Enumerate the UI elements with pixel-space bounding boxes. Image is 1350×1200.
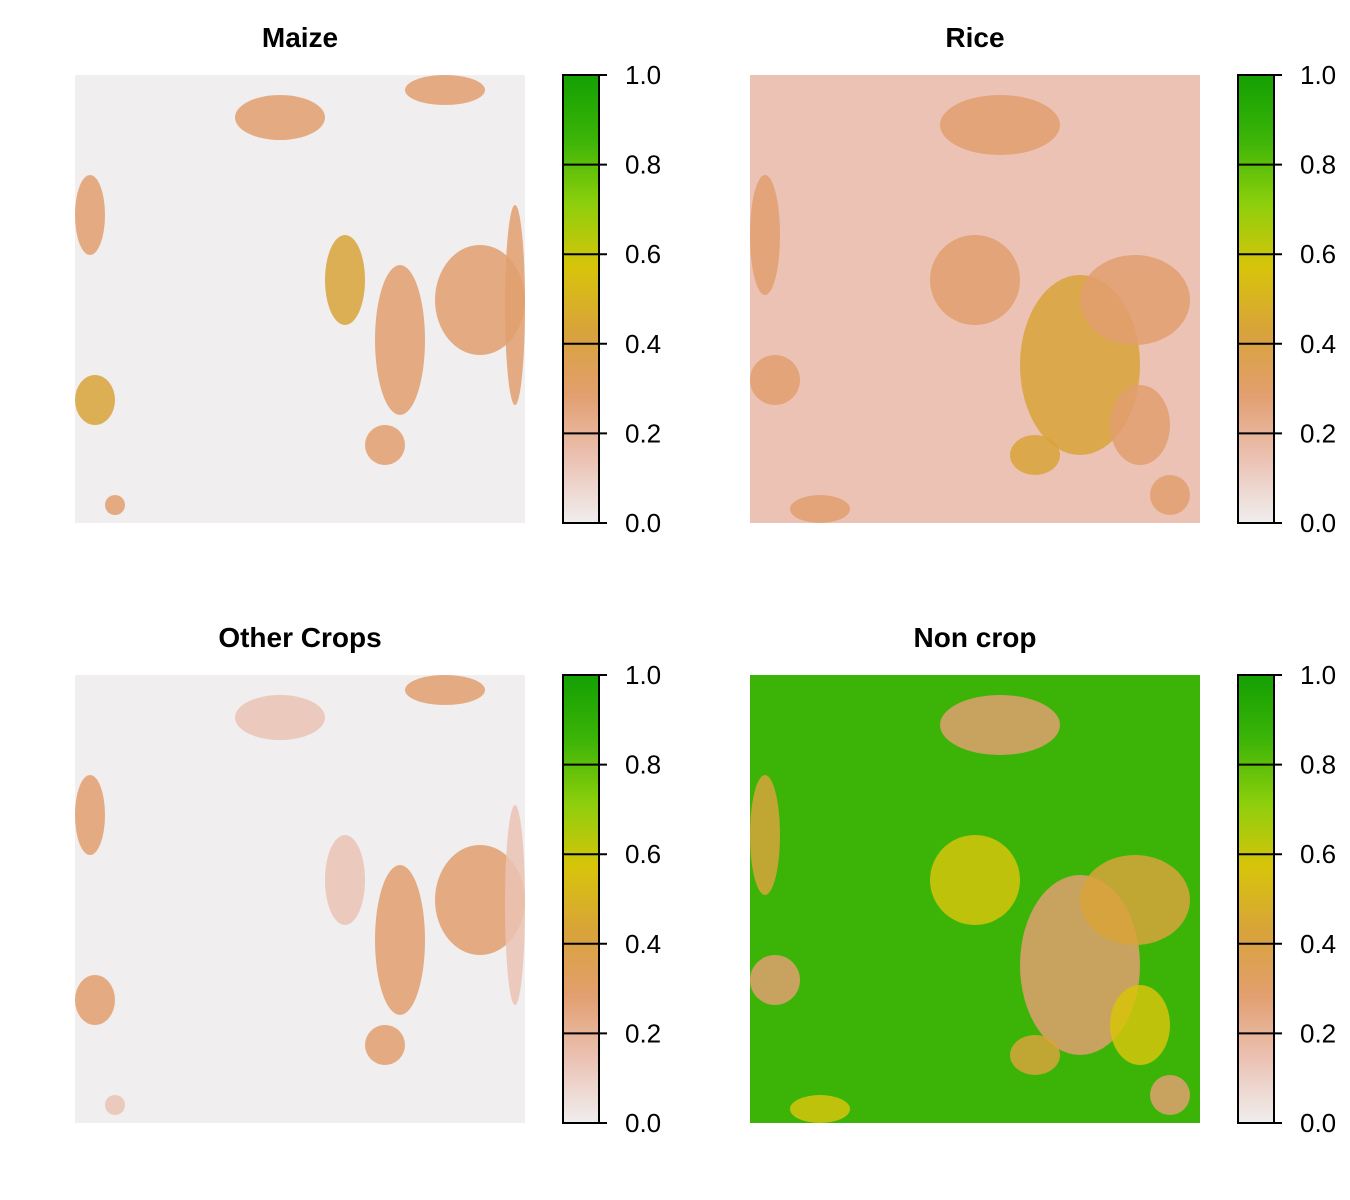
legend-color-bar — [1237, 74, 1275, 524]
legend-svg: 0.0 0.2 0.4 0.6 0.8 1.0 — [562, 60, 661, 538]
raster-patch — [375, 265, 425, 415]
raster-patch — [790, 495, 850, 523]
raster-map-other-crops — [75, 675, 525, 1123]
legend-tick-label: 0.2 — [1300, 418, 1336, 448]
raster-patch — [930, 835, 1020, 925]
legend-tick-label: 0.8 — [625, 750, 661, 780]
raster-patch — [1150, 475, 1190, 515]
legend-tick-label: 0.0 — [1300, 508, 1336, 538]
raster-patch — [750, 355, 800, 405]
color-legend-maize: 0.0 0.2 0.4 0.6 0.8 1.0 — [562, 60, 661, 538]
raster-patch — [75, 175, 105, 255]
legend-tick-label: 1.0 — [625, 660, 661, 690]
legend-tick-label: 0.4 — [625, 929, 661, 959]
legend-color-bar — [562, 74, 600, 524]
legend-color-bar — [562, 674, 600, 1124]
legend-tick-label: 0.6 — [625, 839, 661, 869]
raster-patch — [105, 495, 125, 515]
raster-patch — [75, 775, 105, 855]
legend-tick-label: 0.8 — [625, 150, 661, 180]
raster-patch — [940, 695, 1060, 755]
raster-patch — [365, 425, 405, 465]
raster-patch — [325, 835, 365, 925]
panel-title: Non crop — [913, 622, 1037, 653]
raster-patch — [1010, 435, 1060, 475]
legend-tick-label: 0.6 — [1300, 239, 1336, 269]
legend-tick-label: 1.0 — [625, 60, 661, 90]
color-legend-other-crops: 0.0 0.2 0.4 0.6 0.8 1.0 — [562, 660, 661, 1138]
legend-svg: 0.0 0.2 0.4 0.6 0.8 1.0 — [1237, 60, 1336, 538]
legend-tick-label: 0.2 — [625, 418, 661, 448]
legend-tick-label: 0.4 — [1300, 329, 1336, 359]
legend-color-bar — [1237, 674, 1275, 1124]
raster-patch — [1080, 855, 1190, 945]
raster-patch — [1110, 385, 1170, 465]
panel-title: Other Crops — [218, 622, 382, 653]
raster-patch — [365, 1025, 405, 1065]
raster-patch — [235, 95, 325, 140]
legend-tick-label: 0.4 — [625, 329, 661, 359]
legend-tick-label: 0.0 — [625, 508, 661, 538]
panel-title: Maize — [261, 22, 339, 53]
legend-tick-label: 0.0 — [1300, 1108, 1336, 1138]
legend-tick-label: 1.0 — [1300, 660, 1336, 690]
raster-patch — [325, 235, 365, 325]
legend-tick-label: 0.8 — [1300, 750, 1336, 780]
raster-patch — [750, 175, 780, 295]
raster-patch — [75, 375, 115, 425]
raster-patch — [505, 205, 525, 405]
panel-non-crop: Non crop 0.0 0.2 0.4 0.6 0.8 1.0 — [675, 600, 1350, 1200]
raster-patch — [375, 865, 425, 1015]
raster-patch — [405, 675, 485, 705]
raster-map-maize — [75, 75, 525, 523]
raster-patch — [105, 1095, 125, 1115]
legend-svg: 0.0 0.2 0.4 0.6 0.8 1.0 — [1237, 660, 1336, 1138]
legend-tick-label: 0.8 — [1300, 150, 1336, 180]
legend-svg: 0.0 0.2 0.4 0.6 0.8 1.0 — [562, 660, 661, 1138]
raster-patch — [930, 235, 1020, 325]
panel-title: Rice — [945, 22, 1005, 53]
raster-map-rice — [750, 75, 1200, 523]
raster-patch — [405, 75, 485, 105]
raster-patch — [750, 775, 780, 895]
panel-maize: Maize 0.0 0.2 0.4 0.6 0.8 1.0 — [0, 0, 675, 600]
legend-tick-label: 0.2 — [625, 1018, 661, 1048]
raster-patch — [790, 1095, 850, 1123]
color-legend-non-crop: 0.0 0.2 0.4 0.6 0.8 1.0 — [1237, 660, 1336, 1138]
color-legend-rice: 0.0 0.2 0.4 0.6 0.8 1.0 — [1237, 60, 1336, 538]
raster-map-non-crop — [750, 675, 1200, 1123]
panel-rice: Rice 0.0 0.2 0.4 0.6 0.8 1.0 — [675, 0, 1350, 600]
legend-tick-label: 1.0 — [1300, 60, 1336, 90]
legend-tick-label: 0.0 — [625, 1108, 661, 1138]
legend-tick-label: 0.2 — [1300, 1018, 1336, 1048]
raster-patch — [1010, 1035, 1060, 1075]
legend-tick-label: 0.6 — [1300, 839, 1336, 869]
legend-tick-label: 0.6 — [625, 239, 661, 269]
raster-patch — [235, 695, 325, 740]
legend-tick-label: 0.4 — [1300, 929, 1336, 959]
raster-patch — [940, 95, 1060, 155]
raster-patch — [75, 975, 115, 1025]
raster-patch — [1150, 1075, 1190, 1115]
raster-patch — [750, 955, 800, 1005]
panel-other-crops: Other Crops 0.0 0.2 0.4 0.6 0.8 1.0 — [0, 600, 675, 1200]
raster-patch — [1110, 985, 1170, 1065]
raster-patch — [1080, 255, 1190, 345]
raster-patch — [505, 805, 525, 1005]
